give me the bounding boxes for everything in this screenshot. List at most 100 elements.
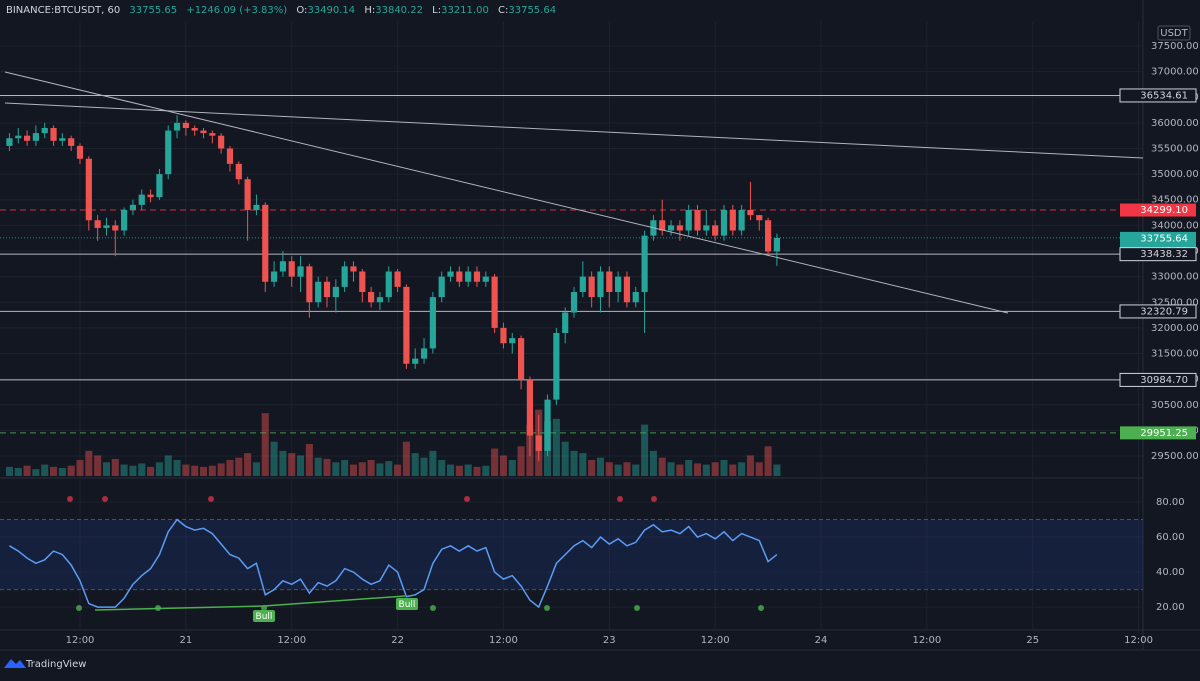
candle-body [332, 286, 339, 298]
header: BINANCE:BTCUSDT, 60 33755.65 +1246.09 (+… [6, 5, 556, 16]
volume-bar [323, 458, 331, 476]
ohlc-value: 33840.22 [375, 5, 423, 16]
candle-body [509, 338, 516, 344]
volume-bar [482, 465, 490, 476]
change: +1246.09 (+3.83%) [186, 5, 287, 16]
volume-bar [499, 455, 507, 476]
volume-bar [138, 463, 146, 476]
volume-bar [332, 462, 340, 476]
y-tick-label: 60.00 [1156, 532, 1185, 543]
dot [544, 605, 550, 611]
bull-tag [253, 610, 275, 622]
candle-body [588, 276, 595, 298]
candle-body [756, 215, 763, 221]
level-label-box [1119, 88, 1197, 103]
ohlc-key: C: [498, 5, 508, 16]
candle-body [465, 271, 472, 282]
volume-bar [667, 462, 675, 476]
candle-body [218, 135, 225, 149]
candle-body [6, 138, 13, 146]
candle-body [403, 286, 410, 364]
candle-body [456, 271, 463, 282]
candle-body [15, 135, 22, 139]
level-label-box [1120, 203, 1196, 217]
volume-bar [182, 464, 190, 476]
dot [651, 496, 657, 502]
candle-body [315, 281, 322, 303]
ohlc-key: O: [296, 5, 307, 16]
volume-bar [764, 446, 772, 476]
candle-body [764, 220, 772, 252]
ohlc-value: 33490.14 [307, 5, 355, 16]
candle-body [623, 276, 631, 303]
volume-bar [720, 460, 728, 476]
volume-bar [649, 450, 657, 476]
candle-body [165, 130, 172, 175]
x-tick-label: 12:00 [701, 635, 730, 646]
y-tick-label: 35500.00 [1151, 143, 1199, 154]
candle-body [376, 297, 384, 303]
candle-body [191, 127, 198, 131]
volume-bar [641, 424, 649, 476]
candle-body [420, 348, 428, 359]
candle-body [606, 271, 613, 293]
brand[interactable]: TradingView [25, 659, 86, 670]
candle-body [59, 138, 66, 141]
y-tick-label: 37000.00 [1151, 67, 1199, 78]
x-tick-label: 25 [1026, 635, 1039, 646]
volume-bar [235, 457, 243, 476]
y-tick-label: 37500.00 [1151, 41, 1199, 52]
volume-bar [738, 462, 746, 476]
candle-body [68, 138, 75, 146]
volume-bar [288, 453, 296, 476]
candle-body [156, 174, 163, 198]
candle-body [253, 204, 260, 210]
volume-bar [23, 465, 31, 476]
candle-body [544, 399, 551, 451]
volume-bar [473, 466, 481, 476]
divergence-line [94, 595, 406, 611]
candle-body [712, 225, 719, 236]
level-label-box [1119, 372, 1197, 387]
logo [4, 659, 26, 668]
volume-bar [102, 462, 111, 476]
volume-bar [58, 468, 66, 476]
bull-label: Bull [256, 612, 273, 622]
candle-body [720, 209, 728, 236]
candle-body [129, 204, 137, 210]
volume-bar [120, 464, 128, 476]
candle-body [297, 266, 304, 277]
volume-bar [429, 450, 437, 476]
y-tick-label: 80.00 [1156, 497, 1185, 508]
volume-bar [394, 464, 402, 476]
volume-bar [244, 453, 252, 476]
x-tick-label: 12:00 [912, 635, 941, 646]
volume-bar [314, 457, 322, 476]
y-tick-label: 30500.00 [1151, 400, 1199, 411]
volume-bar [41, 464, 49, 476]
candle-body [350, 266, 357, 272]
volume-bar [50, 466, 58, 476]
volume-bar [341, 460, 349, 476]
candle-body [641, 235, 648, 293]
candle-body [32, 133, 39, 141]
candle-body [112, 225, 119, 231]
ohlc-key: L: [432, 5, 441, 16]
volume-bar [614, 464, 622, 476]
y-tick-label: 20.00 [1156, 602, 1185, 613]
trendline [4, 102, 1144, 159]
x-tick-label: 22 [391, 635, 404, 646]
candle-body [667, 225, 675, 231]
rsi-band [0, 519, 1143, 590]
candle-body [447, 271, 454, 277]
candle-body [676, 225, 683, 231]
volume-bar [438, 460, 446, 476]
candle-body [738, 209, 745, 231]
volume-bar [111, 458, 119, 476]
candle-body [173, 122, 181, 131]
candle-body [773, 237, 780, 252]
volume-bar [14, 468, 22, 476]
volume-bar [226, 460, 234, 476]
